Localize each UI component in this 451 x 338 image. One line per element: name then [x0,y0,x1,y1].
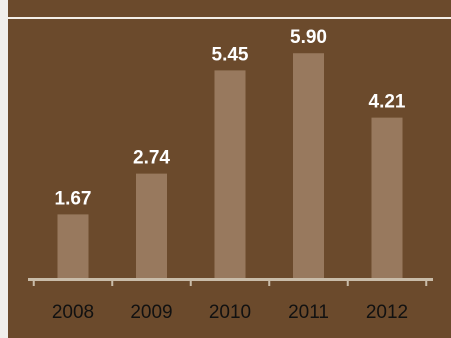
x-axis-tick [346,278,349,286]
data-label-2010: 5.45 [212,44,249,65]
x-axis-tick [32,278,35,286]
bar-2008 [57,214,89,278]
bar-chart: 1.67 2008 2.74 2009 5.45 2010 5.90 2011 4.21 2012 [28,27,433,323]
bar-2011 [293,53,324,278]
header-divider [8,17,451,19]
tick-label-2012: 2012 [366,302,408,323]
x-axis-line [28,278,433,281]
tick-label-2008: 2008 [52,302,94,323]
tick-label-2011: 2011 [288,302,329,323]
x-axis-tick [111,278,114,286]
tick-label-2010: 2010 [209,302,251,323]
x-axis-tick [268,278,271,286]
bar-2010 [214,70,246,278]
data-label-2012: 4.21 [369,92,406,113]
x-axis-tick [189,278,192,286]
x-axis-tick [425,278,428,286]
chart-panel: 1.67 2008 2.74 2009 5.45 2010 5.90 2011 4.21 2012 [8,0,451,338]
data-label-2009: 2.74 [133,148,170,169]
data-label-2008: 1.67 [55,188,92,209]
tick-label-2009: 2009 [130,302,172,323]
bar-2009 [136,173,167,278]
data-label-2011: 5.90 [290,27,327,48]
bar-2012 [371,117,403,278]
